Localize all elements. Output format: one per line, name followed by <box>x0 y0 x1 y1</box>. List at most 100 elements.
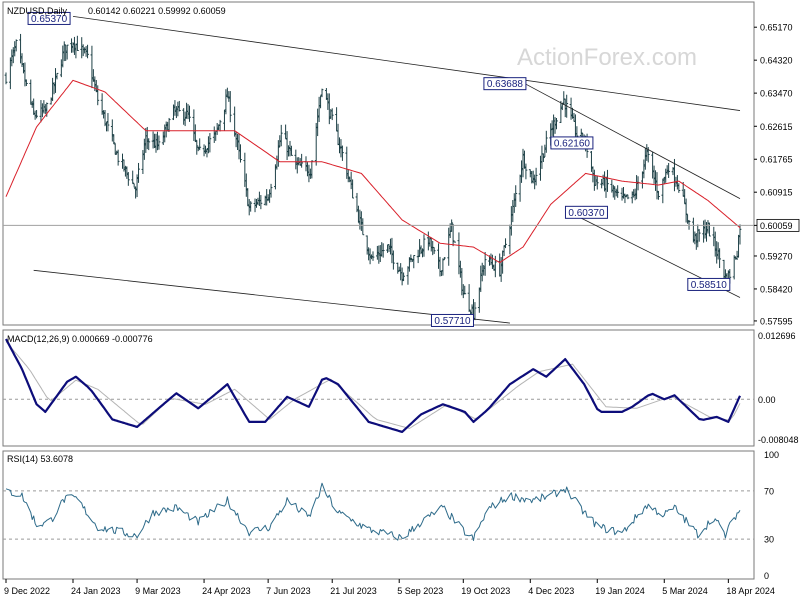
macd-panel <box>2 329 755 447</box>
price-bar <box>697 229 701 242</box>
price-bar <box>116 149 120 166</box>
price-axis-label: 0.65170 <box>760 23 793 33</box>
price-bar <box>320 88 324 98</box>
price-annotation: 0.62160 <box>550 136 594 150</box>
date-axis-label: 21 Jul 2023 <box>330 586 377 596</box>
price-bar <box>126 172 130 186</box>
date-axis-label: 24 Apr 2023 <box>202 586 251 596</box>
trendline <box>72 15 741 111</box>
price-axis-label: 0.60915 <box>760 188 793 198</box>
price-bar <box>626 194 630 200</box>
price-bar <box>463 285 467 295</box>
date-axis-label: 18 Apr 2024 <box>726 586 775 596</box>
chart-header-symbol: NZDUSD,Daily <box>7 6 68 16</box>
price-bar <box>24 79 28 87</box>
moving-average-line <box>5 79 741 264</box>
date-axis-label: 5 Mar 2024 <box>662 586 708 596</box>
price-annotation: 0.57710 <box>430 313 474 327</box>
annotation-label: 0.63688 <box>487 79 524 90</box>
price-bar <box>218 119 222 132</box>
price-bar <box>330 108 334 121</box>
price-bar <box>595 175 599 190</box>
trendline <box>33 269 510 324</box>
price-bar <box>371 251 375 261</box>
price-bar <box>555 117 558 130</box>
price-bar <box>524 163 528 180</box>
annotation-label: 0.60370 <box>568 208 605 219</box>
date-axis-label: 5 Sep 2023 <box>397 586 443 596</box>
price-bar <box>259 195 263 210</box>
price-bar <box>195 140 199 155</box>
price-bar <box>75 35 79 51</box>
price-bar <box>4 72 8 85</box>
price-axis-label: 0.64320 <box>760 56 793 66</box>
price-bar <box>657 190 660 200</box>
price-bar <box>137 162 140 183</box>
price-bar <box>493 255 497 278</box>
price-bar <box>451 223 455 247</box>
price-bar <box>541 153 545 162</box>
annotation-label: 0.65370 <box>31 14 68 25</box>
price-bar <box>131 170 135 184</box>
price-bar <box>35 110 38 119</box>
price-bar <box>442 257 446 261</box>
price-bar <box>514 185 518 207</box>
price-bar <box>738 224 742 245</box>
annotation-label: 0.57710 <box>434 316 471 327</box>
price-bar <box>483 252 487 276</box>
price-bar <box>432 246 436 254</box>
price-bar <box>412 255 416 269</box>
price-axis-label: 0.60059 <box>760 221 793 231</box>
price-bar <box>228 91 232 123</box>
price-bar <box>157 135 161 150</box>
date-axis-label: 4 Dec 2023 <box>528 586 574 596</box>
date-axis-label: 9 Mar 2023 <box>135 586 181 596</box>
price-bar <box>14 39 18 52</box>
price-bar <box>409 254 413 263</box>
price-bar <box>361 218 365 236</box>
annotation-label: 0.58510 <box>691 280 728 291</box>
price-bar <box>239 144 242 163</box>
trendline <box>525 83 741 199</box>
price-bar <box>422 234 426 257</box>
price-bar <box>534 167 538 186</box>
price-bar <box>310 160 314 179</box>
price-bar <box>112 134 116 145</box>
price-bar <box>391 250 395 270</box>
date-axis-label: 24 Jan 2023 <box>71 586 121 596</box>
price-bar <box>544 130 548 153</box>
chart-header-ohlc: 0.60142 0.60221 0.59992 0.60059 <box>88 6 226 16</box>
macd-signal-line <box>5 341 741 429</box>
price-annotation: 0.60370 <box>564 205 608 219</box>
price-bar <box>402 272 405 282</box>
price-bar <box>198 138 202 151</box>
rsi-axis-label: 70 <box>764 486 774 496</box>
price-bar <box>718 248 722 269</box>
price-bar <box>351 179 355 199</box>
price-bar <box>177 100 181 112</box>
price-bar <box>96 85 100 106</box>
price-bar <box>249 201 253 212</box>
price-bar <box>147 138 151 151</box>
price-bar <box>208 133 212 153</box>
price-bar <box>453 241 456 243</box>
rsi-title: RSI(14) 53.6078 <box>7 454 73 464</box>
annotation-box <box>550 136 594 150</box>
price-bar <box>504 238 507 249</box>
price-bar <box>300 153 304 168</box>
price-axis-label: 0.57595 <box>760 316 793 326</box>
price-axis-label: 0.63470 <box>760 89 793 99</box>
price-axis-label: 0.59270 <box>760 251 793 261</box>
annotation-box <box>687 277 731 291</box>
annotation-box <box>483 77 527 91</box>
macd-axis-label: -0.008048 <box>758 435 799 445</box>
macd-title: MACD(12,26,9) 0.000669 -0.000776 <box>7 334 153 344</box>
price-bar <box>279 124 283 147</box>
price-bar <box>677 183 681 193</box>
price-annotation: 0.63688 <box>483 77 527 91</box>
price-bar <box>381 243 385 258</box>
price-annotation: 0.58510 <box>687 277 731 291</box>
price-bar <box>687 219 691 230</box>
